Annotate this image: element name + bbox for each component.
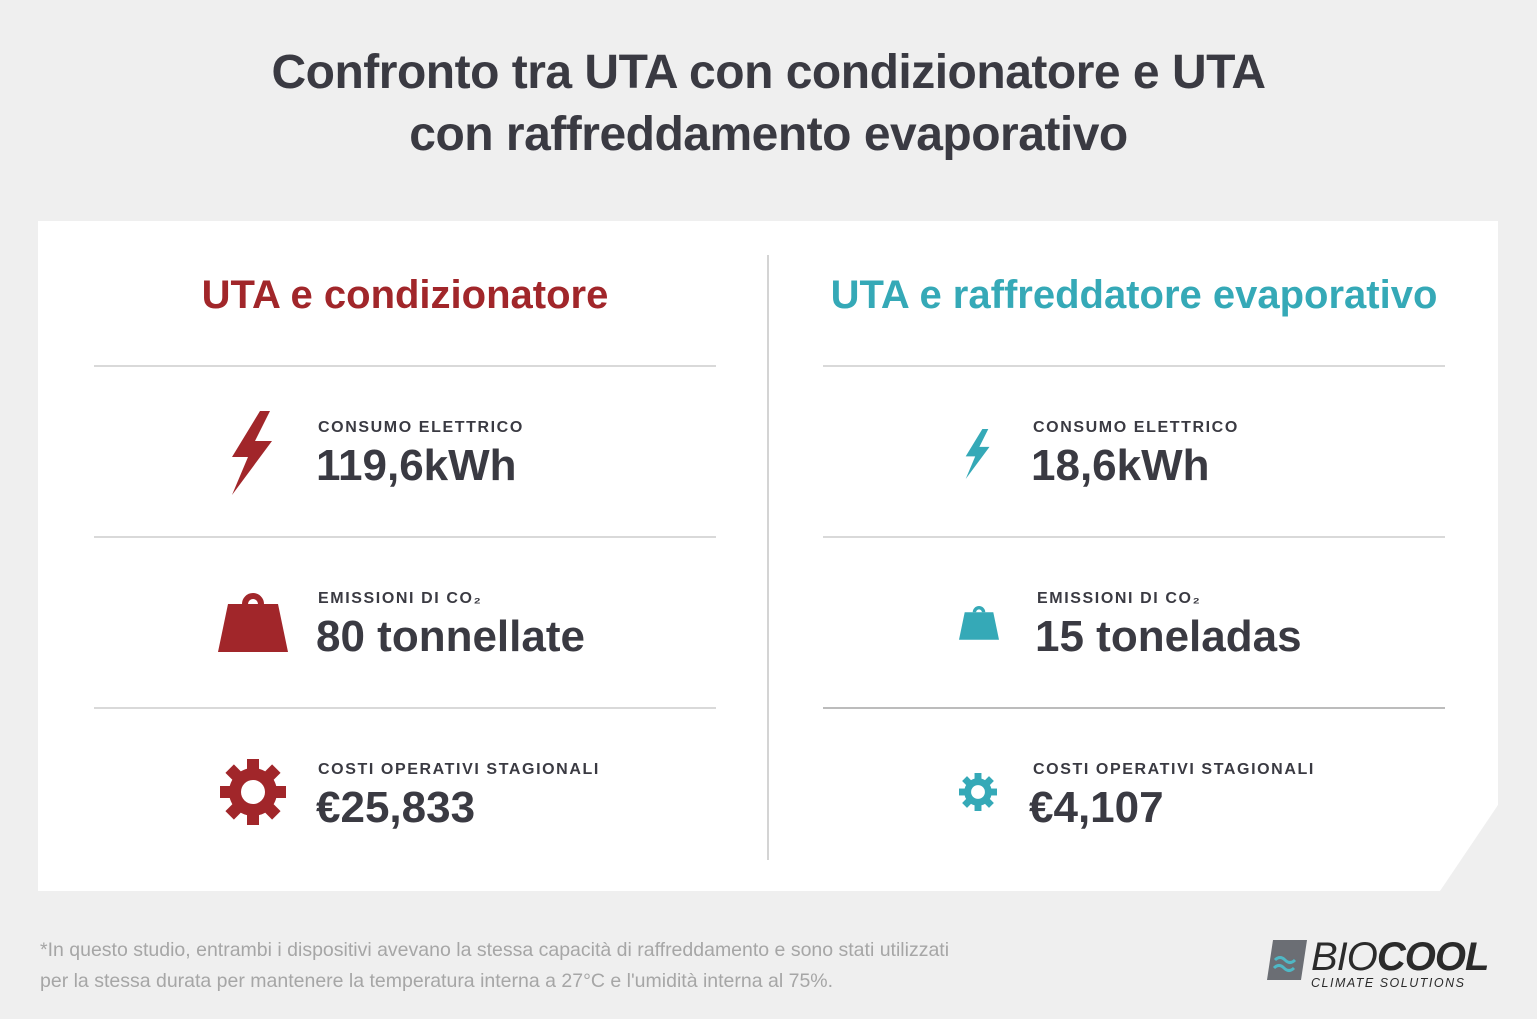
- comparison-card: UTA e condizionatore CONSUMO ELETTRICO 1…: [38, 221, 1498, 891]
- row-divider: [823, 707, 1445, 709]
- row-divider: [94, 536, 716, 538]
- brand-tagline: CLIMATE SOLUTIONS: [1311, 976, 1466, 990]
- brand-name-light: BIO: [1311, 935, 1378, 979]
- metric-value: 80 tonnellate: [316, 612, 585, 661]
- lightning-bolt-icon: [228, 411, 274, 495]
- metric-electric-consumption: CONSUMO ELETTRICO 18,6kWh: [823, 367, 1445, 487]
- brand-logo: BIOCOOL CLIMATE SOLUTIONS: [1267, 935, 1497, 994]
- metric-seasonal-costs: COSTI OPERATIVI STAGIONALI €25,833: [94, 709, 716, 829]
- footnote: *In questo studio, entrambi i dispositiv…: [40, 935, 1080, 997]
- metric-value: 119,6kWh: [316, 441, 517, 490]
- gear-icon: [959, 773, 997, 811]
- column-heading: UTA e condizionatore: [201, 273, 609, 317]
- lightning-bolt-icon: [963, 429, 991, 479]
- brand-name: BIOCOOL: [1311, 935, 1490, 979]
- metric-label: EMISSIONI DI CO₂: [318, 590, 483, 607]
- weight-icon: [218, 590, 288, 652]
- row-divider: [823, 365, 1445, 367]
- metric-label: CONSUMO ELETTRICO: [318, 419, 524, 436]
- metric-seasonal-costs: COSTI OPERATIVI STAGIONALI €4,107: [823, 709, 1445, 829]
- metric-value: €25,833: [316, 783, 476, 832]
- metric-value: 15 toneladas: [1035, 612, 1302, 661]
- footnote-line-1: *In questo studio, entrambi i dispositiv…: [40, 939, 950, 961]
- brand-name-bold: COOL: [1376, 935, 1490, 979]
- title-line-2: con raffreddamento evaporativo: [409, 108, 1128, 161]
- column-conditioner: UTA e condizionatore CONSUMO ELETTRICO 1…: [94, 221, 716, 891]
- weight-icon: [959, 604, 999, 640]
- page-title: Confronto tra UTA con condizionatore e U…: [0, 42, 1537, 166]
- column-divider: [767, 255, 769, 860]
- row-divider: [94, 707, 716, 709]
- column-heading: UTA e raffreddatore evaporativo: [830, 273, 1438, 317]
- metric-label: COSTI OPERATIVI STAGIONALI: [1033, 761, 1315, 778]
- footnote-line-2: per la stessa durata per mantenere la te…: [40, 970, 834, 992]
- metric-value: 18,6kWh: [1031, 441, 1210, 490]
- metric-electric-consumption: CONSUMO ELETTRICO 119,6kWh: [94, 367, 716, 487]
- metric-value: €4,107: [1029, 783, 1164, 832]
- metric-label: COSTI OPERATIVI STAGIONALI: [318, 761, 600, 778]
- biocool-logo-icon: [1267, 940, 1307, 980]
- metric-label: CONSUMO ELETTRICO: [1033, 419, 1239, 436]
- row-divider: [823, 536, 1445, 538]
- metric-co2-emissions: EMISSIONI DI CO₂ 15 toneladas: [823, 538, 1445, 658]
- row-divider: [94, 365, 716, 367]
- column-evaporative: UTA e raffreddatore evaporativo CONSUMO …: [823, 221, 1445, 891]
- metric-co2-emissions: EMISSIONI DI CO₂ 80 tonnellate: [94, 538, 716, 658]
- title-line-1: Confronto tra UTA con condizionatore e U…: [271, 46, 1266, 99]
- metric-label: EMISSIONI DI CO₂: [1037, 590, 1202, 607]
- gear-icon: [220, 759, 286, 825]
